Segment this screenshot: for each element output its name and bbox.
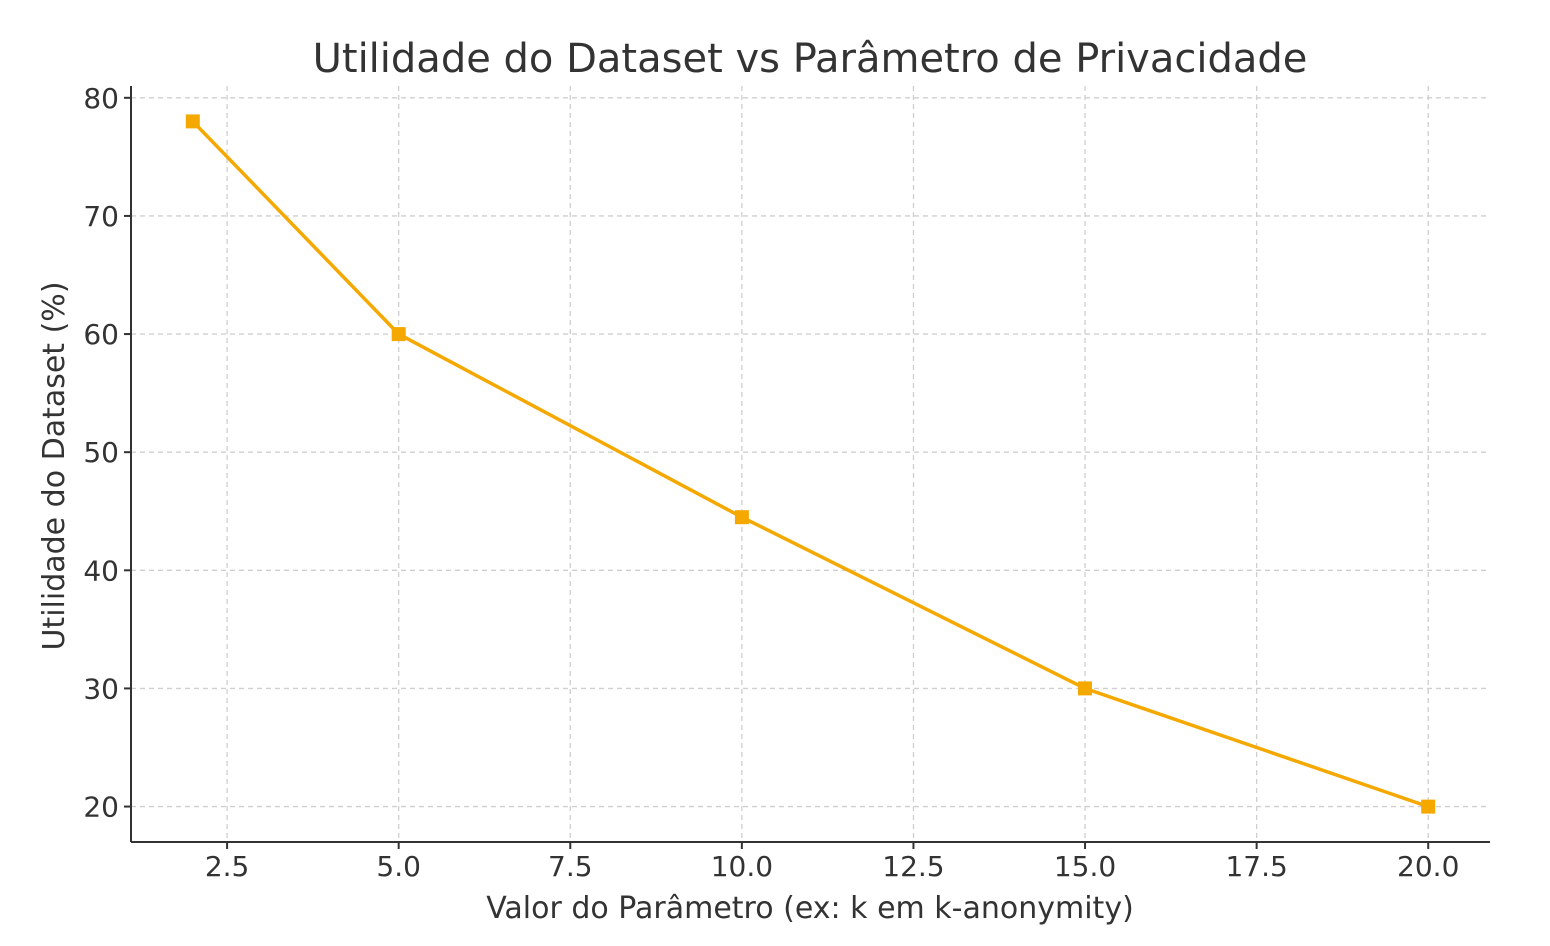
x-tick-label: 5.0: [376, 850, 421, 883]
axes: [131, 86, 1490, 842]
data-point-marker: [1421, 800, 1435, 814]
data-point-marker: [735, 510, 749, 524]
x-axis-label: Valor do Parâmetro (ex: k em k-anonymity…: [486, 891, 1134, 926]
y-tick-label: 60: [83, 318, 119, 351]
y-tick-label: 50: [83, 436, 119, 469]
grid: [131, 86, 1490, 842]
series-line: [193, 121, 1428, 806]
x-tick-label: 17.5: [1225, 850, 1287, 883]
y-tick-label: 30: [83, 672, 119, 705]
x-tick-label: 12.5: [882, 850, 944, 883]
y-tick-label: 70: [83, 200, 119, 233]
y-axis-label: Utilidade do Dataset (%): [37, 281, 72, 650]
chart-title: Utilidade do Dataset vs Parâmetro de Pri…: [313, 36, 1308, 82]
x-axis-ticks: 2.5 5.0 7.5 10.0 12.5 15.0 17.5 20.0: [205, 842, 1460, 883]
x-tick-label: 7.5: [548, 850, 593, 883]
y-tick-label: 40: [83, 554, 119, 587]
x-tick-label: 15.0: [1054, 850, 1116, 883]
data-point-marker: [186, 114, 200, 128]
series: [186, 114, 1435, 813]
data-point-marker: [1078, 681, 1092, 695]
x-tick-label: 10.0: [711, 850, 773, 883]
y-tick-label: 80: [83, 82, 119, 115]
x-tick-label: 2.5: [205, 850, 250, 883]
data-point-marker: [392, 327, 406, 341]
y-tick-label: 20: [83, 791, 119, 824]
y-axis-ticks: 20 30 40 50 60 70 80: [83, 82, 131, 824]
x-tick-label: 20.0: [1397, 850, 1459, 883]
